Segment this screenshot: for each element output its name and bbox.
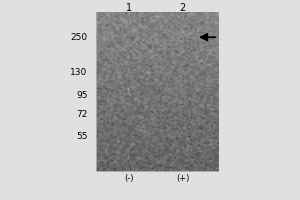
Text: 55: 55 <box>76 132 88 141</box>
Text: 250: 250 <box>70 33 88 42</box>
Text: 72: 72 <box>76 110 88 119</box>
Text: 1: 1 <box>126 3 132 13</box>
Text: 130: 130 <box>70 68 88 77</box>
Bar <box>115 131 143 135</box>
Text: 2: 2 <box>180 3 186 13</box>
Text: (-): (-) <box>124 174 134 183</box>
Bar <box>115 115 143 119</box>
Text: 95: 95 <box>76 91 88 100</box>
Bar <box>115 35 143 39</box>
Bar <box>97 12 218 171</box>
Bar <box>169 35 197 39</box>
Text: (+): (+) <box>176 174 189 183</box>
Bar <box>169 113 197 116</box>
